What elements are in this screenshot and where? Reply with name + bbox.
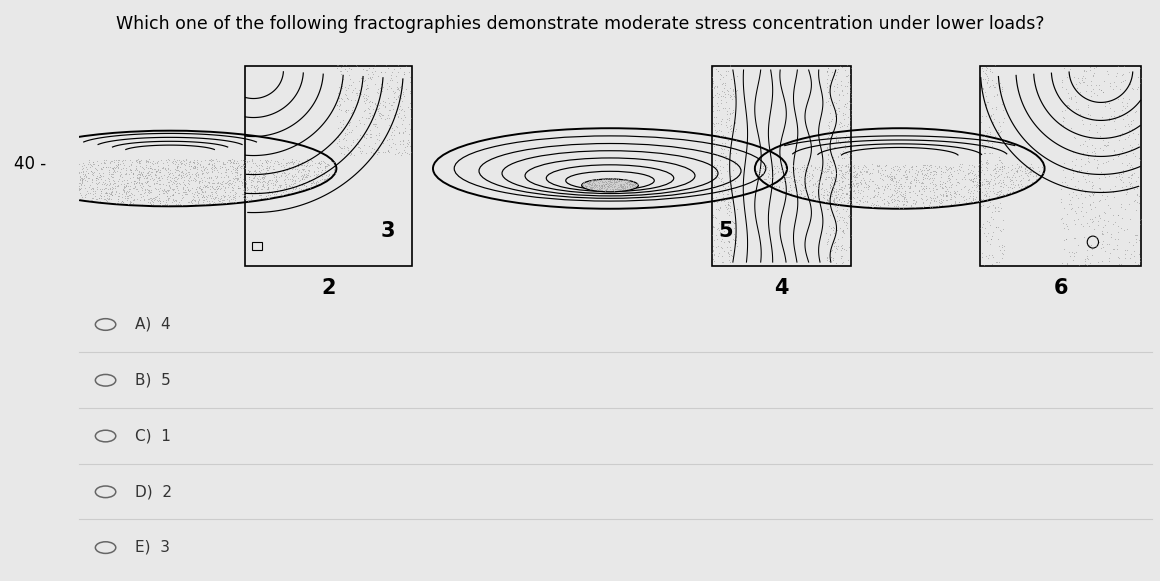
Text: 3: 3: [380, 221, 396, 241]
Bar: [245, 66, 412, 266]
Text: C)  1: C) 1: [135, 428, 171, 443]
Bar: [980, 66, 1141, 266]
Text: E)  3: E) 3: [135, 540, 169, 555]
Text: D)  2: D) 2: [135, 484, 172, 499]
Text: B)  5: B) 5: [135, 372, 171, 388]
Bar: [712, 66, 851, 266]
Bar: [252, 242, 262, 250]
Text: 2: 2: [321, 278, 335, 298]
Circle shape: [581, 179, 638, 192]
Text: 6: 6: [1053, 278, 1068, 298]
Text: Which one of the following fractographies demonstrate moderate stress concentrat: Which one of the following fractographie…: [116, 15, 1044, 33]
Text: 4: 4: [775, 278, 789, 298]
Text: A)  4: A) 4: [135, 317, 171, 332]
Text: 5: 5: [719, 221, 733, 241]
Text: 40 -: 40 -: [14, 155, 46, 173]
